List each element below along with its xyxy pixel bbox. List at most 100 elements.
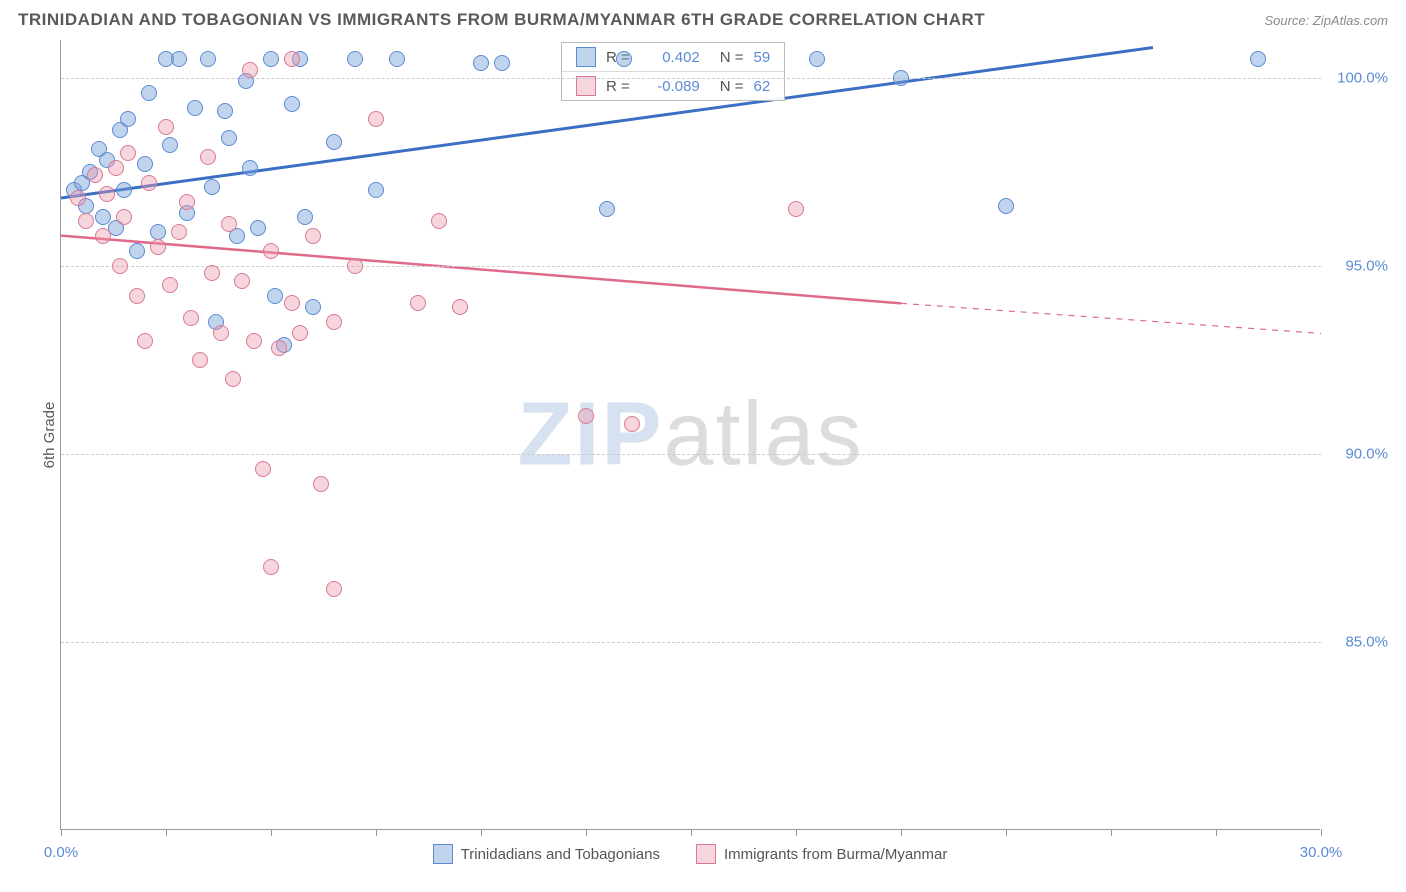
data-point-bm [313, 476, 329, 492]
x-tick-mark [166, 829, 167, 836]
x-tick-mark [1216, 829, 1217, 836]
data-point-bm [326, 581, 342, 597]
data-point-bm [204, 265, 220, 281]
data-point-tt [221, 130, 237, 146]
data-point-bm [284, 51, 300, 67]
data-point-bm [158, 119, 174, 135]
data-point-tt [284, 96, 300, 112]
watermark: ZIPatlas [517, 383, 863, 486]
legend-row-tt: R = 0.402 N = 59 [562, 43, 784, 72]
data-point-tt [242, 160, 258, 176]
correlation-legend: R = 0.402 N = 59 R = -0.089 N = 62 [561, 42, 785, 101]
data-point-bm [347, 258, 363, 274]
r-value-bm: -0.089 [640, 78, 700, 95]
y-gridline [61, 454, 1321, 455]
data-point-bm [788, 201, 804, 217]
watermark-atlas: atlas [663, 384, 863, 484]
data-point-bm [183, 310, 199, 326]
n-value-bm: 62 [754, 78, 771, 95]
data-point-tt [616, 51, 632, 67]
data-point-tt [141, 85, 157, 101]
x-tick-mark [481, 829, 482, 836]
data-point-bm [624, 416, 640, 432]
data-point-tt [347, 51, 363, 67]
plot-area: ZIPatlas R = 0.402 N = 59 R = -0.089 N =… [60, 40, 1320, 830]
trend-line [61, 236, 901, 304]
x-tick-mark [271, 829, 272, 836]
r-value-tt: 0.402 [640, 49, 700, 66]
data-point-bm [200, 149, 216, 165]
data-point-tt [263, 51, 279, 67]
n-label: N = [720, 78, 744, 95]
data-point-bm [431, 213, 447, 229]
y-axis-title: 6th Grade [41, 402, 58, 469]
y-tick-label: 85.0% [1328, 633, 1388, 650]
chart-title: TRINIDADIAN AND TOBAGONIAN VS IMMIGRANTS… [18, 10, 985, 30]
trend-lines-svg [61, 40, 1321, 830]
legend-row-bm: R = -0.089 N = 62 [562, 72, 784, 100]
data-point-bm [255, 461, 271, 477]
data-point-tt [250, 220, 266, 236]
data-point-bm [99, 186, 115, 202]
x-tick-mark [901, 829, 902, 836]
data-point-bm [95, 228, 111, 244]
data-point-bm [284, 295, 300, 311]
data-point-tt [389, 51, 405, 67]
y-tick-label: 95.0% [1328, 257, 1388, 274]
x-tick-mark [1111, 829, 1112, 836]
data-point-bm [246, 333, 262, 349]
n-label: N = [720, 49, 744, 66]
data-point-bm [326, 314, 342, 330]
data-point-tt [368, 182, 384, 198]
series-legend: Trinidadians and Tobagonians Immigrants … [60, 844, 1320, 864]
data-point-tt [326, 134, 342, 150]
data-point-bm [78, 213, 94, 229]
legend-swatch-bm [576, 76, 596, 96]
data-point-bm [242, 62, 258, 78]
legend-swatch-tt [576, 47, 596, 67]
data-point-bm [263, 243, 279, 259]
y-tick-label: 90.0% [1328, 445, 1388, 462]
data-point-tt [137, 156, 153, 172]
data-point-bm [120, 145, 136, 161]
data-point-bm [129, 288, 145, 304]
data-point-bm [452, 299, 468, 315]
data-point-tt [473, 55, 489, 71]
data-point-tt [599, 201, 615, 217]
data-point-tt [204, 179, 220, 195]
data-point-tt [129, 243, 145, 259]
data-point-bm [263, 559, 279, 575]
data-point-bm [137, 333, 153, 349]
y-tick-label: 100.0% [1328, 69, 1388, 86]
legend-label-bm: Immigrants from Burma/Myanmar [724, 846, 947, 863]
x-tick-mark [691, 829, 692, 836]
data-point-tt [187, 100, 203, 116]
data-point-tt [998, 198, 1014, 214]
data-point-tt [200, 51, 216, 67]
data-point-bm [221, 216, 237, 232]
data-point-tt [120, 111, 136, 127]
x-tick-mark [1321, 829, 1322, 836]
trend-line [901, 303, 1321, 333]
data-point-bm [108, 160, 124, 176]
chart-container: 6th Grade ZIPatlas R = 0.402 N = 59 R = … [60, 40, 1390, 830]
data-point-bm [305, 228, 321, 244]
data-point-tt [150, 224, 166, 240]
r-label: R = [606, 78, 630, 95]
data-point-tt [305, 299, 321, 315]
data-point-tt [267, 288, 283, 304]
data-point-tt [116, 182, 132, 198]
data-point-bm [234, 273, 250, 289]
data-point-tt [494, 55, 510, 71]
x-tick-mark [376, 829, 377, 836]
data-point-tt [171, 51, 187, 67]
data-point-bm [87, 167, 103, 183]
data-point-tt [297, 209, 313, 225]
legend-item-bm: Immigrants from Burma/Myanmar [696, 844, 947, 864]
data-point-bm [410, 295, 426, 311]
data-point-bm [150, 239, 166, 255]
y-gridline [61, 266, 1321, 267]
data-point-bm [70, 190, 86, 206]
x-tick-mark [1006, 829, 1007, 836]
data-point-bm [368, 111, 384, 127]
